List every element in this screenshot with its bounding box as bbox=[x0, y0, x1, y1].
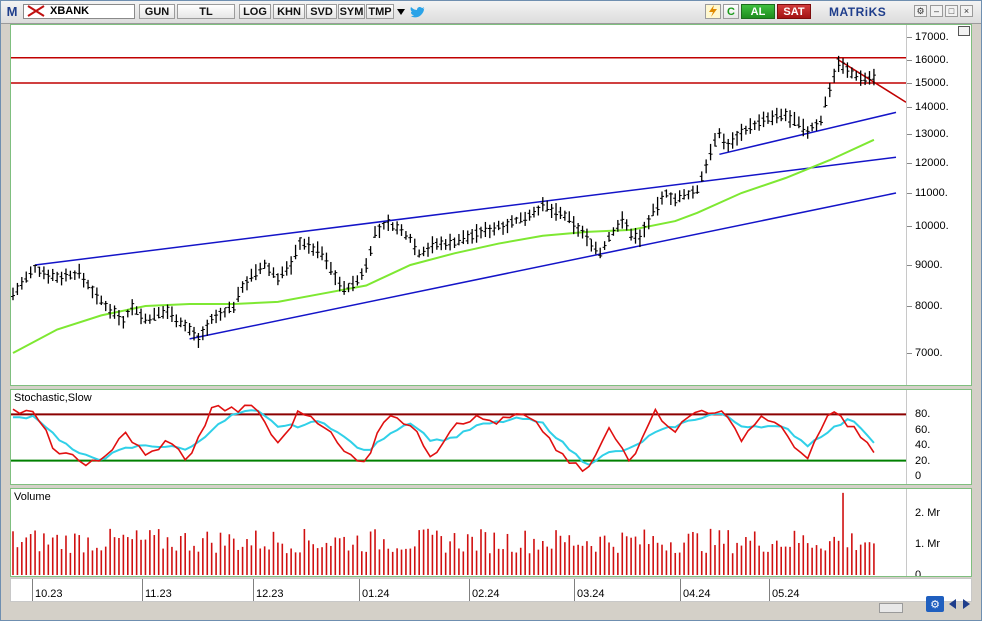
settings-icon: ⚙ bbox=[926, 596, 944, 612]
trend-channel-line bbox=[189, 192, 897, 340]
panel-toggle-button[interactable] bbox=[958, 26, 970, 36]
stochastic-chart[interactable] bbox=[11, 390, 906, 484]
horizontal-scrollbar[interactable] bbox=[879, 603, 903, 613]
date-label: 03.24 bbox=[577, 588, 605, 600]
volume-axis-label: 2. Mr bbox=[915, 507, 941, 519]
price-axis-label: 14000. bbox=[915, 101, 949, 113]
moving-average-line bbox=[12, 138, 875, 354]
date-tick bbox=[769, 579, 770, 601]
window-settings-button[interactable]: ⚙ bbox=[914, 5, 927, 17]
price-axis-label: 11000. bbox=[915, 187, 948, 199]
volume-title: Volume bbox=[14, 491, 51, 503]
date-label: 02.24 bbox=[472, 588, 500, 600]
alert-button[interactable] bbox=[705, 4, 721, 19]
date-tick bbox=[142, 579, 143, 601]
stochastic-axis-label: 80. bbox=[915, 408, 931, 421]
volume-axis-label: 1. Mr bbox=[915, 538, 941, 550]
lightning-icon bbox=[709, 5, 717, 17]
date-tick bbox=[680, 579, 681, 601]
stochastic-k-line bbox=[12, 404, 875, 473]
twitter-icon[interactable] bbox=[410, 6, 426, 19]
stochastic-axis-label: 60. bbox=[915, 423, 931, 436]
date-axis[interactable]: 10.23 11.23 12.23 01.24 02.24 03.24 04.24 05.24 bbox=[10, 578, 972, 602]
trend-channel-line bbox=[34, 156, 897, 266]
scroll-left-icon bbox=[949, 599, 956, 609]
status-bar bbox=[1, 602, 981, 620]
date-tick bbox=[253, 579, 254, 601]
price-axis-label: 7000. bbox=[915, 347, 943, 359]
close-button[interactable]: × bbox=[960, 5, 973, 17]
date-tick bbox=[32, 579, 33, 601]
minimize-button[interactable]: – bbox=[930, 5, 943, 17]
stochastic-panel[interactable]: Stochastic,Slow 80. 60. 40. 20. 0 bbox=[10, 389, 972, 485]
currency-button-tl[interactable]: TL bbox=[177, 4, 235, 19]
date-label: 11.23 bbox=[145, 588, 172, 600]
date-tick bbox=[469, 579, 470, 601]
dropdown-arrow-icon[interactable] bbox=[396, 7, 406, 17]
stochastic-axis-label: 20. bbox=[915, 454, 931, 467]
tmp-button[interactable]: TMP bbox=[366, 4, 394, 19]
brand-logo: MATRiKS bbox=[829, 5, 887, 19]
buy-button[interactable]: AL bbox=[741, 4, 775, 19]
svg-text:⚙: ⚙ bbox=[930, 598, 940, 611]
close-x-icon[interactable] bbox=[26, 5, 46, 17]
price-axis-label: 9000. bbox=[915, 259, 943, 271]
price-chart[interactable] bbox=[11, 25, 906, 385]
sell-button[interactable]: SAT bbox=[777, 4, 811, 19]
volume-chart[interactable] bbox=[11, 489, 906, 576]
price-axis-label: 10000. bbox=[915, 220, 949, 232]
date-label: 05.24 bbox=[772, 588, 800, 600]
date-label: 01.24 bbox=[362, 588, 390, 600]
volume-panel[interactable]: Volume 2. Mr 1. Mr 0 bbox=[10, 488, 972, 577]
date-label: 10.23 bbox=[35, 588, 63, 600]
sym-button[interactable]: SYM bbox=[338, 4, 365, 19]
price-axis-label: 13000. bbox=[915, 128, 949, 140]
toolbar: M XBANK GUN TL LOG KHN SVD SYM TMP C AL … bbox=[1, 1, 981, 24]
date-label: 04.24 bbox=[683, 588, 711, 600]
volume-axis: 2. Mr 1. Mr 0 bbox=[906, 489, 971, 577]
date-label: 12.23 bbox=[256, 588, 284, 600]
volume-axis-label: 0 bbox=[915, 569, 922, 577]
price-axis-label: 8000. bbox=[915, 300, 943, 312]
price-panel[interactable]: 17000. 16000. 15000. 14000. 13000. 12000. 1100… bbox=[10, 24, 972, 386]
period-button-gun[interactable]: GUN bbox=[139, 4, 175, 19]
log-scale-button[interactable]: LOG bbox=[239, 4, 271, 19]
price-axis-label: 17000. bbox=[915, 31, 949, 43]
khn-button[interactable]: KHN bbox=[273, 4, 305, 19]
stochastic-axis-label: 0 bbox=[915, 470, 922, 482]
price-axis[interactable]: 17000. 16000. 15000. 14000. 13000. 12000. 1100… bbox=[906, 25, 971, 385]
price-axis-label: 15000. bbox=[915, 77, 949, 89]
maximize-button[interactable]: □ bbox=[945, 5, 958, 17]
short-downtrend-line bbox=[838, 59, 906, 103]
svd-button[interactable]: SVD bbox=[306, 4, 337, 19]
stochastic-axis: 80. 60. 40. 20. 0 bbox=[906, 390, 971, 484]
stochastic-axis-label: 40. bbox=[915, 439, 931, 452]
price-axis-label: 12000. bbox=[915, 157, 949, 169]
navigation-controls[interactable]: ⚙ bbox=[925, 595, 975, 613]
date-tick bbox=[359, 579, 360, 601]
refresh-button[interactable]: C bbox=[723, 4, 739, 19]
app-logo: M bbox=[6, 4, 18, 19]
scroll-right-icon bbox=[963, 599, 970, 609]
date-tick bbox=[574, 579, 575, 601]
stochastic-title: Stochastic,Slow bbox=[14, 392, 92, 404]
symbol-input[interactable]: XBANK bbox=[23, 4, 135, 19]
price-axis-label: 16000. bbox=[915, 54, 949, 66]
